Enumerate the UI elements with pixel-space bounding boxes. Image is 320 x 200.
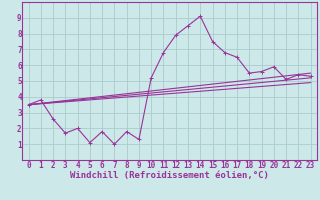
X-axis label: Windchill (Refroidissement éolien,°C): Windchill (Refroidissement éolien,°C): [70, 171, 269, 180]
